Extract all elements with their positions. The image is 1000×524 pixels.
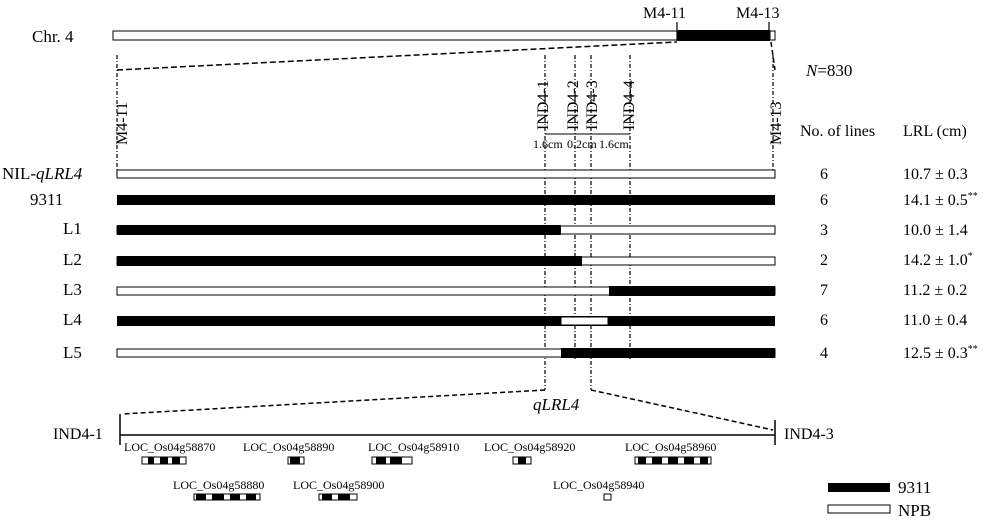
gene-model-58910 (371, 456, 413, 465)
lrl-nil: 10.7 ± 0.3 (903, 166, 968, 183)
gene-label-58870: LOC_Os04g58870 (124, 440, 215, 454)
lrl-l3: 11.2 ± 0.2 (903, 282, 967, 299)
marker-ind4-4: IND4-4 (621, 80, 638, 130)
marker-m4-13: M4-13 (768, 101, 785, 145)
bar-l3-9311 (609, 286, 775, 296)
lines-l5: 4 (820, 345, 828, 362)
marker-lines (116, 55, 774, 390)
distance-1: 1.6cm (533, 137, 563, 151)
gene-label-58880: LOC_Os04g58880 (173, 478, 264, 492)
chromosome-npb-segment (112, 30, 679, 41)
lrl-l2: 14.2 ± 1.0* (903, 251, 973, 269)
gene-model-58880 (193, 493, 261, 501)
legend-label-npb: NPB (898, 501, 931, 520)
chromosome-marker-m4-11: M4-11 (643, 5, 686, 22)
header-no-of-lines: No. of lines (800, 123, 875, 140)
region-marker-left: IND4-1 (53, 426, 103, 443)
bar-l2-9311 (117, 256, 582, 266)
legend-label-9311: 9311 (898, 478, 931, 497)
row-label-l3: L3 (63, 280, 82, 299)
chromosome-end-segment (769, 30, 776, 41)
bar-l4-npb (560, 316, 609, 326)
marker-ind4-2: IND4-2 (565, 80, 582, 130)
marker-ind4-3: IND4-3 (584, 80, 601, 130)
region-marker-right: IND4-3 (784, 426, 834, 443)
row-label-nil: NIL-qLRL4 (2, 164, 83, 183)
lines-nil: 6 (820, 166, 828, 183)
lines-l3: 7 (820, 282, 828, 299)
chromosome-marker-m4-13: M4-13 (736, 5, 780, 22)
gene-label-58960: LOC_Os04g58960 (625, 440, 716, 454)
zoom-line-left (116, 41, 678, 71)
marker-m4-11: M4-11 (114, 102, 131, 145)
row-label-l5: L5 (63, 343, 82, 362)
gene-label-58890: LOC_Os04g58890 (243, 440, 334, 454)
gene-label-58900: LOC_Os04g58900 (293, 478, 384, 492)
row-label-l2: L2 (63, 250, 82, 269)
lines-9311: 6 (820, 192, 828, 209)
bar-9311-segment (117, 195, 775, 205)
distance-3: 1.6cm (599, 137, 629, 151)
lines-l4: 6 (820, 312, 828, 329)
gene-model-58960 (634, 456, 712, 465)
zoom-line-right (770, 41, 776, 71)
gene-label-58920: LOC_Os04g58920 (484, 440, 575, 454)
gene-label-58940: LOC_Os04g58940 (553, 478, 644, 492)
gene-zoom-left (121, 389, 546, 415)
row-label-l4: L4 (63, 310, 82, 329)
header-lrl: LRL (cm) (903, 123, 967, 140)
gene-model-58890 (287, 456, 305, 465)
row-label-l1: L1 (63, 219, 82, 238)
bar-nil-npb (116, 169, 776, 179)
lrl-l5: 12.5 ± 0.3** (903, 344, 978, 362)
lines-l2: 2 (820, 252, 828, 269)
distance-2: 0.2cm (567, 137, 597, 151)
legend-swatch-npb (827, 504, 891, 514)
bar-l1-9311 (117, 225, 561, 235)
row-label-9311: 9311 (30, 190, 63, 209)
chromosome-label: Chr. 4 (32, 27, 74, 46)
legend-swatch-9311 (828, 483, 890, 492)
gene-model-58870 (141, 456, 187, 465)
bar-l5-9311 (561, 348, 775, 358)
gene-model-58900 (318, 493, 358, 501)
gene-zoom-right (590, 389, 774, 431)
gene-model-58940 (603, 493, 612, 501)
lrl-l1: 10.0 ± 1.4 (903, 222, 968, 239)
qtl-label: qLRL4 (533, 395, 580, 414)
gene-label-58910: LOC_Os04g58910 (368, 440, 459, 454)
marker-ind4-1: IND4-1 (535, 80, 552, 130)
population-size: N=830 (805, 61, 852, 80)
chromosome-9311-segment (678, 30, 770, 41)
bar-l4-9311 (117, 316, 775, 326)
gene-model-58920 (512, 456, 532, 465)
lrl-l4: 11.0 ± 0.4 (903, 312, 967, 329)
lines-l1: 3 (820, 222, 828, 239)
lrl-9311: 14.1 ± 0.5** (903, 191, 978, 209)
